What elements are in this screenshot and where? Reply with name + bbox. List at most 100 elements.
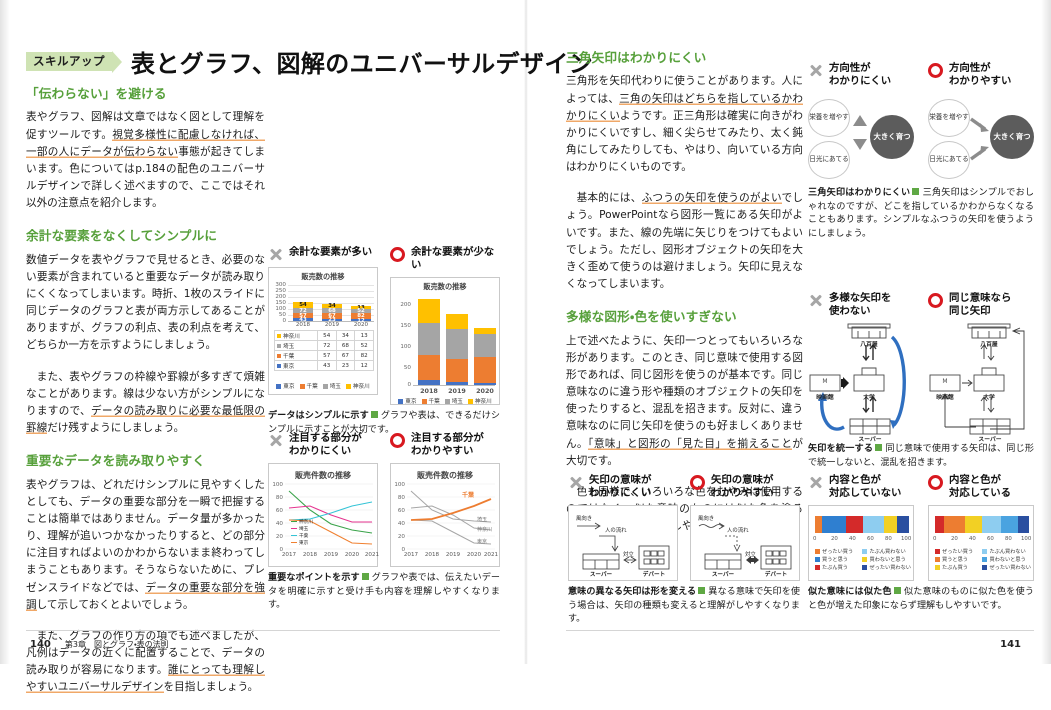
chart-legend: ぜったい買う たぶん買わない 買うと思う 買わないと思う たぶん買う ぜったい買… — [935, 548, 1031, 571]
legend-label: ぜったい買う — [942, 549, 974, 555]
bar-value: 72 — [299, 307, 307, 314]
paragraph-2-1: 数値データを表やグラフで見せるとき、必要のない要素が含まれていると重要なデータが… — [26, 253, 265, 352]
footer-left: 140 第3章 図とグラフ・表の法則 — [30, 639, 169, 650]
circle-icon — [928, 293, 943, 308]
bar-value: 57 — [299, 312, 307, 319]
bar-value: 23 — [328, 317, 336, 324]
label-super: スーパー — [978, 437, 1002, 443]
xtick: 2021 — [483, 552, 499, 558]
label-super: スーパー — [711, 572, 735, 578]
xtick: 2019 — [323, 552, 339, 558]
figure-triangle-arrows: 方向性が わかりにくい 栄養を増やす 日光にあてる 大きく育つ 方向性が わかりやす… — [808, 62, 1034, 242]
colors-good-label: 内容と色が 対応している — [949, 474, 1012, 499]
xtick: 2018 — [295, 322, 311, 328]
paragraph-2-2: また、表やグラフの枠線や罫線が多すぎて煩雑なことがあります。線は少ない方がシンプ… — [26, 370, 266, 435]
xtick: 80 — [885, 536, 892, 542]
xtick: 2019 — [448, 387, 466, 395]
cross-icon — [808, 475, 823, 490]
table-row: 埼玉 72 68 52 — [274, 340, 374, 351]
xtick: 2020 — [466, 552, 482, 558]
page-title: 表とグラフ、図解のユニバーサルデザイン — [131, 50, 594, 78]
circle-icon — [928, 63, 943, 78]
cell: 54 — [316, 330, 337, 341]
ytick: 250 — [275, 288, 286, 294]
page-header: スキルアップ 表とグラフ、図解のユニバーサルデザイン — [26, 44, 593, 79]
tri-good-diagram: 栄養を増やす 日光にあてる 大きく育つ — [928, 93, 1034, 185]
legend-label: 千葉 — [299, 533, 309, 539]
panel-colors-good: 0 20 40 60 80 100 ぜったい買う たぶん買わない 買うと思う 買… — [928, 505, 1034, 581]
green-square-icon — [912, 188, 920, 195]
lines-bad-label: 注目する部分が わかりにくい — [289, 432, 362, 457]
ytick: 40 — [397, 521, 405, 527]
bars-good-header: 余計な要素が少ない — [390, 246, 500, 272]
ytick: 80 — [275, 495, 283, 501]
xtick: 80 — [1005, 536, 1012, 542]
cell: 52 — [354, 340, 374, 351]
circle-icon — [390, 433, 405, 448]
label-daigaku: 大学 — [983, 395, 995, 401]
svg-text:M: M — [822, 378, 827, 385]
cross-icon — [808, 63, 823, 78]
caption-bold: 三角矢印はわかりにくい — [808, 188, 911, 198]
cell: 68 — [335, 340, 356, 351]
arrows-bad-header: 矢印の意味が わかりにくい — [568, 474, 678, 500]
legend-label: 東京 — [405, 399, 417, 405]
panel-arrows-bad: 風向き 人の流れ 対立 スーパー デパート — [568, 505, 678, 581]
bar-value: 12 — [357, 317, 365, 324]
section-heading-4: 三角矢印はわかりにくい — [566, 50, 707, 65]
inner-legend: 神奈川 埼玉 千葉 東京 — [291, 520, 313, 548]
book-spread: スキルアップ 表とグラフ、図解のユニバーサルデザイン 「伝わらない」を避ける 表… — [0, 0, 1051, 664]
paragraph-5-1: 上で述べたように、矢印一つとってもいろいろな形があります。このとき、同じ意味で使… — [566, 334, 804, 467]
ytick: 200 — [400, 302, 411, 308]
panel-lines-good: 販売件数の推移 100 80 60 40 20 0 — [390, 463, 500, 567]
label-super: スーパー — [858, 437, 882, 443]
chart-legend: 東京 千葉 埼玉 神奈川 — [269, 382, 377, 390]
colors-bad-label: 内容と色が 対応していない — [829, 474, 902, 499]
ytick: 50 — [403, 365, 411, 371]
triangle-caption: 三角矢印はわかりにくい 三角矢印はシンプルでおしゃれなのですが、どこを指しているか… — [808, 187, 1034, 242]
xtick: 20 — [831, 536, 838, 542]
legend-label: 東京 — [299, 540, 309, 546]
xtick: 0 — [813, 536, 817, 542]
legend-label: 埼玉 — [329, 384, 341, 390]
legend-label: 神奈川 — [474, 399, 492, 405]
legend-label: 東京 — [283, 384, 295, 390]
legend-label: たぶん買う — [822, 565, 848, 571]
legend-label: ぜったい買わない — [869, 565, 911, 571]
legend-label: 買わないと思う — [989, 557, 1026, 563]
colors-caption: 似た意味には似た色 似た意味のものに似た色を使うと色が増えた印象にならず理解もしや… — [808, 586, 1034, 613]
bar-value: 67 — [328, 312, 336, 319]
legend-label: 買うと思う — [822, 557, 848, 563]
series-label: 埼玉 — [477, 517, 488, 523]
arrows-good-label: 矢印の意味が わかりやすい — [711, 474, 774, 499]
lines-bad-header: 注目する部分が わかりにくい — [268, 432, 378, 458]
cross-icon — [808, 293, 823, 308]
arrows-good-header: 矢印の意味が わかりやすい — [690, 474, 800, 500]
panel-stacked-good: 販売数の推移 200 150 100 50 0 — [390, 277, 500, 405]
shapes-bad-diagram: M — [808, 323, 914, 443]
tri-bad-header: 方向性が わかりにくい — [808, 62, 914, 88]
chart-title: 販売件数の推移 — [417, 471, 473, 480]
tri-bad-label: 方向性が わかりにくい — [829, 62, 892, 87]
lines-good-header: 注目する部分が わかりやすい — [390, 432, 500, 458]
row-label: 神奈川 — [283, 333, 300, 340]
footer-rule-left — [26, 630, 500, 631]
stacked-hbar — [815, 516, 909, 533]
cell: 82 — [354, 350, 374, 361]
bars-good-label: 余計な要素が少ない — [411, 246, 495, 271]
ytick: 40 — [275, 521, 283, 527]
section-heading-5: 多様な図形・色を使いすぎない — [566, 309, 737, 325]
xtick: 2018 — [420, 387, 438, 395]
xtick: 60 — [867, 536, 874, 542]
legend-label: 買うと思う — [942, 557, 968, 563]
green-square-icon — [893, 587, 901, 594]
ytick: 100 — [275, 306, 286, 312]
node-grow: 大きく育つ — [870, 115, 914, 159]
legend-label: 買わないと思う — [869, 557, 906, 563]
label-conflict: 対立 — [623, 552, 634, 558]
section-heading-3: 重要なデータを読み取りやすく — [26, 453, 206, 469]
xtick: 2019 — [324, 322, 340, 328]
figure-stacked-bars: 余計な要素が多い 販売数の推移 300 250 200 150 100 50 0 — [268, 246, 500, 437]
chart-title: 販売件数の推移 — [295, 471, 351, 480]
paragraph-4-2: 基本的には、ふつうの矢印を使うのがよいでしょう。PowerPointなら図形一覧… — [566, 192, 804, 291]
